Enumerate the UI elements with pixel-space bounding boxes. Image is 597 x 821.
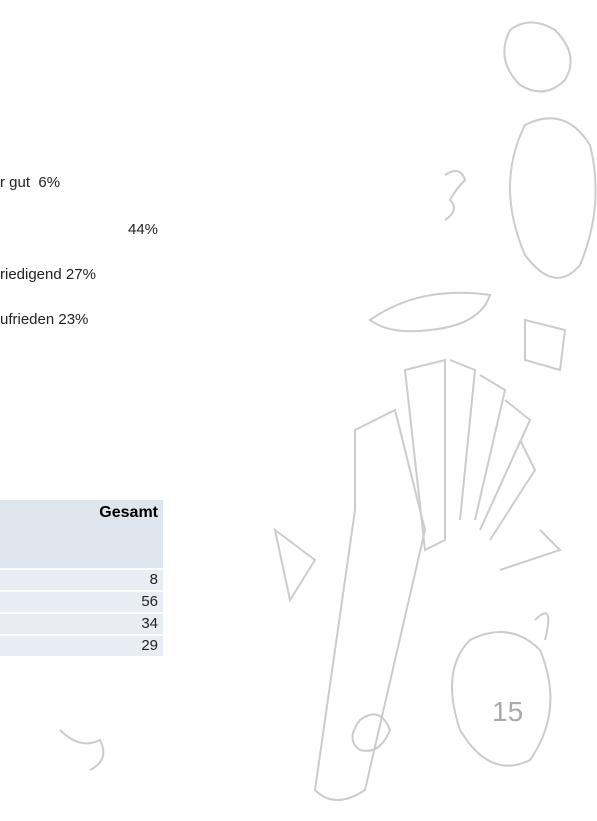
table-cell: 29 [0, 636, 163, 656]
table-cell: 34 [0, 614, 163, 634]
legend-item: ufrieden 23% [0, 311, 88, 328]
legend-item: riedigend 27% [0, 266, 96, 283]
table-cell: 8 [0, 570, 163, 590]
legend-item: r gut 6% [0, 174, 60, 191]
legend-item: 44% [128, 221, 158, 238]
page-number: 15 [492, 696, 523, 728]
table: Gesamt 8 56 34 29 [0, 500, 163, 656]
table-cell: 56 [0, 592, 163, 612]
page: r gut 6% 44% riedigend 27% ufrieden 23% … [0, 0, 597, 821]
table-header: Gesamt [0, 500, 163, 568]
